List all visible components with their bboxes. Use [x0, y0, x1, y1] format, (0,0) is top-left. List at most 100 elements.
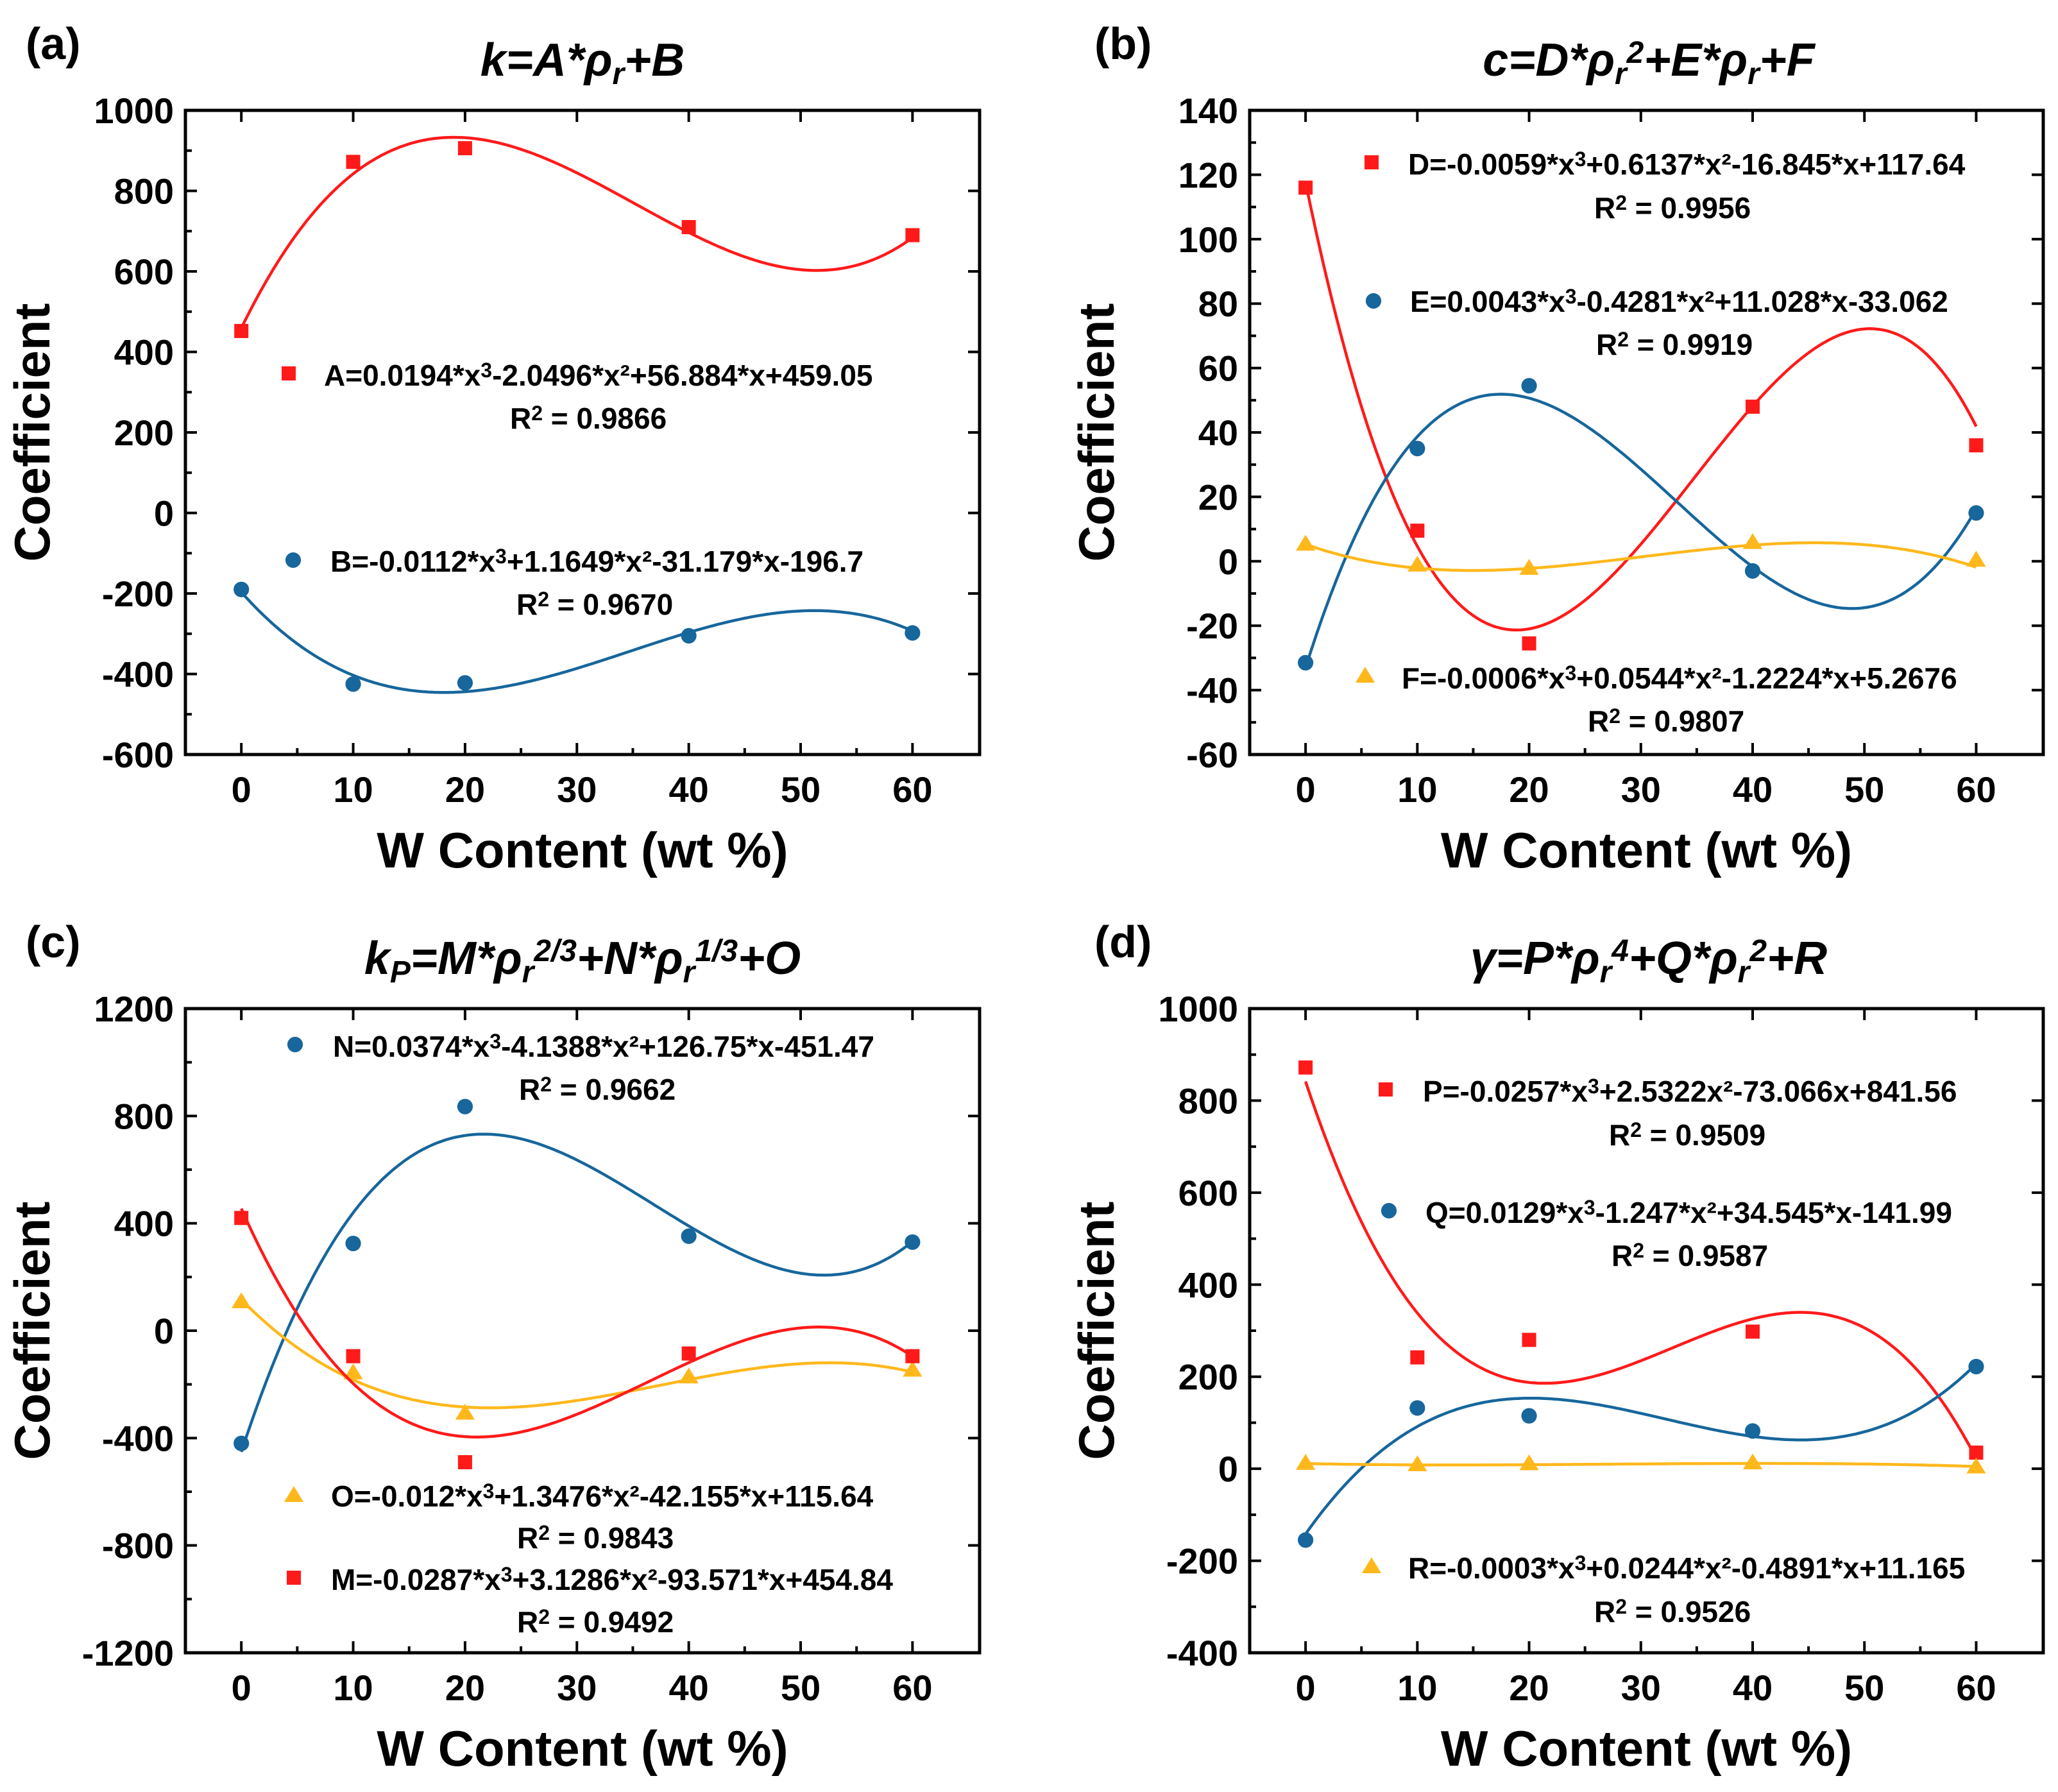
data-point-R: [1295, 1454, 1316, 1470]
y-axis-title: Coefficient: [1068, 1201, 1125, 1460]
data-point-N: [681, 1228, 697, 1244]
fit-curve-M: [240, 1207, 914, 1439]
data-point-M: [346, 1349, 361, 1363]
data-point-P: [1969, 1446, 1984, 1460]
x-tick-label: 30: [1621, 1668, 1661, 1708]
y-tick-label: 200: [1178, 1357, 1238, 1397]
data-point-M: [681, 1346, 696, 1361]
fit-curve-O: [240, 1299, 913, 1410]
y-tick-label: 0: [1218, 1449, 1238, 1489]
x-axis-title: W Content (wt %): [1441, 1720, 1852, 1777]
series-F: [1295, 533, 1986, 575]
equation-B: B=-0.0112*x3+1.1649*x²-31.179*x-196.7: [330, 545, 863, 578]
panel-title: kP=M*ρr2/3+N*ρr1/3+O: [364, 933, 801, 989]
data-point-Q: [1744, 1423, 1761, 1439]
data-point-P: [1522, 1333, 1536, 1347]
data-point-A: [681, 219, 696, 234]
fit-curve-A: [240, 135, 914, 329]
legend-marker-P: [1379, 1082, 1393, 1097]
x-tick-label: 40: [1733, 769, 1773, 810]
series-A: [234, 135, 920, 338]
panel-title: k=A*ρr+B: [480, 35, 685, 91]
data-point-Q: [1968, 1358, 1984, 1375]
data-point-D: [1969, 438, 1984, 453]
equation-F: F=-0.0006*x3+0.0544*x²-1.2224*x+5.2676: [1402, 661, 1957, 695]
legend-marker-B: [285, 552, 302, 568]
x-tick-label: 0: [1296, 769, 1316, 810]
y-axis-title: Coefficient: [4, 1201, 60, 1460]
y-tick-label: 140: [1178, 90, 1238, 131]
y-tick-label: 600: [114, 252, 174, 292]
y-tick-label: 200: [114, 413, 174, 453]
r-squared-R: R2 = 0.9526: [1594, 1595, 1751, 1628]
data-point-O: [455, 1403, 475, 1420]
y-tick-label: 80: [1198, 284, 1238, 324]
data-point-O: [232, 1292, 251, 1308]
data-point-P: [1410, 1350, 1425, 1365]
data-point-D: [1522, 636, 1536, 651]
panel-b: (b) c=D*ρr2+E*ρr+F 0 10 20 30 40 50 60 -60 -40 -20 0…: [1068, 19, 2045, 878]
y-tick-label: 800: [114, 1096, 174, 1136]
x-tick-label: 60: [1956, 1668, 1996, 1708]
data-point-F: [1407, 556, 1427, 572]
x-tick-label: 40: [668, 1668, 708, 1708]
equation-D: D=-0.0059*x3+0.6137*x²-16.845*x+117.64: [1408, 148, 1966, 181]
annotation-B: B=-0.0112*x3+1.1649*x²-31.179*x-196.7 R2 …: [285, 545, 863, 621]
x-tick-label: 0: [232, 769, 251, 810]
series-R: [1295, 1453, 1986, 1474]
x-tick-label: 30: [557, 769, 597, 810]
data-point-M: [457, 1455, 472, 1469]
y-tick-label: 600: [1178, 1173, 1238, 1213]
panel-a: (a) k=A*ρr+B 0 10 20 30 40 50 60 -600 -400 -200 0 200…: [4, 19, 982, 878]
y-tick-label: 40: [1198, 413, 1238, 453]
series-P: [1298, 1060, 1984, 1460]
y-tick-label: -400: [1166, 1633, 1238, 1673]
y-tick-label: 100: [1178, 219, 1238, 260]
annotation-Q: Q=0.0129*x3-1.247*x²+34.545*x-141.99 R2 =…: [1381, 1196, 1952, 1272]
data-point-E: [1744, 563, 1761, 579]
y-tick-label: 400: [1178, 1265, 1238, 1305]
y-tick-label: -60: [1186, 735, 1238, 775]
r-squared-E: R2 = 0.9919: [1596, 328, 1753, 361]
r-squared-N: R2 = 0.9662: [519, 1073, 676, 1106]
data-point-A: [905, 228, 920, 243]
annotation-F: F=-0.0006*x3+0.0544*x²-1.2224*x+5.2676 R2…: [1355, 661, 1957, 738]
r-squared-B: R2 = 0.9670: [516, 588, 673, 621]
data-point-R: [1966, 1457, 1986, 1474]
x-tick-label: 10: [333, 769, 373, 810]
data-point-F: [1519, 559, 1539, 575]
y-tick-label: -600: [102, 735, 174, 775]
equation-M: M=-0.0287*x3+3.1286*x²-93.571*x+454.84: [331, 1563, 893, 1596]
data-point-D: [1298, 180, 1313, 195]
y-axis-title: Coefficient: [4, 303, 60, 561]
y-tick-label: 800: [114, 171, 174, 212]
legend-marker-O: [284, 1486, 304, 1502]
data-point-N: [905, 1234, 921, 1250]
legend-marker-D: [1365, 155, 1379, 169]
x-tick-label: 30: [557, 1668, 597, 1708]
panel-label: (d): [1094, 917, 1152, 967]
data-point-F: [1295, 534, 1316, 551]
y-tick-label: -200: [1166, 1541, 1238, 1582]
data-point-N: [234, 1435, 250, 1451]
data-point-B: [234, 581, 250, 597]
x-tick-label: 50: [781, 1668, 821, 1708]
x-tick-label: 50: [1844, 1668, 1884, 1708]
equation-E: E=0.0043*x3-0.4281*x²+11.028*x-33.062: [1410, 285, 1948, 318]
equation-P: P=-0.0257*x3+2.5322x²-73.066x+841.56: [1423, 1075, 1957, 1108]
data-point-F: [1742, 533, 1763, 549]
panel-title: c=D*ρr2+E*ρr+F: [1483, 35, 1816, 91]
data-point-D: [1410, 524, 1425, 538]
panel-label: (a): [26, 19, 81, 69]
fit-curve-E: [1304, 393, 1978, 669]
y-tick-label: -200: [102, 574, 174, 614]
fit-curve-Q: [1304, 1363, 1978, 1535]
data-point-M: [905, 1349, 920, 1363]
annotation-D: D=-0.0059*x3+0.6137*x²-16.845*x+117.64 R2…: [1365, 148, 1966, 225]
y-tick-label: 120: [1178, 155, 1238, 195]
y-tick-label: 0: [1218, 542, 1238, 582]
data-point-Q: [1409, 1400, 1425, 1416]
y-tick-label: 1200: [94, 989, 174, 1029]
x-axis-title: W Content (wt %): [377, 822, 788, 878]
annotation-E: E=0.0043*x3-0.4281*x²+11.028*x-33.062 R2 …: [1365, 285, 1948, 361]
